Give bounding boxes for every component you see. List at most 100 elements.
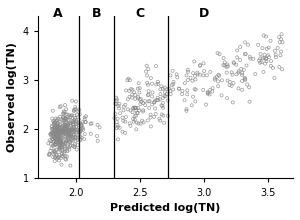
Point [195, 73, 200, 76]
Point [74, 130, 79, 134]
Point [63, 154, 68, 158]
Point [202, 69, 207, 73]
Point [58, 139, 62, 143]
Point [57, 140, 62, 143]
Point [117, 102, 122, 106]
Point [258, 61, 262, 64]
Point [56, 126, 61, 129]
Point [114, 96, 118, 99]
Point [52, 149, 57, 152]
Point [139, 100, 144, 104]
Point [264, 57, 268, 61]
Point [216, 80, 220, 83]
Point [253, 72, 258, 76]
Point [71, 129, 76, 132]
Point [64, 126, 68, 129]
Point [188, 76, 193, 79]
Point [46, 142, 51, 145]
Point [61, 155, 66, 158]
Point [55, 135, 59, 138]
Point [159, 84, 164, 88]
Point [190, 79, 195, 82]
Point [64, 131, 69, 134]
Point [62, 123, 67, 127]
Point [56, 137, 61, 141]
Point [153, 107, 158, 110]
Point [75, 135, 80, 138]
Point [89, 122, 94, 125]
Point [72, 119, 76, 122]
Point [60, 152, 64, 155]
Point [268, 39, 273, 43]
Point [69, 137, 74, 140]
Point [201, 88, 206, 92]
Point [240, 72, 244, 75]
Point [71, 128, 76, 131]
Point [226, 64, 230, 68]
Point [73, 107, 78, 111]
Point [143, 103, 148, 107]
Point [60, 133, 65, 137]
Point [63, 141, 68, 145]
Point [182, 81, 187, 85]
Point [62, 126, 67, 130]
Point [67, 134, 72, 137]
Point [144, 70, 148, 73]
Point [54, 119, 59, 123]
Point [66, 126, 71, 129]
Point [150, 82, 154, 85]
Point [61, 124, 66, 127]
Point [64, 139, 69, 142]
Point [157, 117, 162, 120]
Point [49, 132, 53, 135]
Point [53, 136, 58, 140]
Point [230, 73, 235, 76]
Point [58, 126, 63, 129]
Point [66, 129, 70, 133]
Point [147, 106, 152, 110]
Point [55, 137, 60, 141]
Point [131, 106, 136, 110]
Point [120, 130, 125, 134]
Point [116, 104, 121, 108]
Point [58, 134, 63, 137]
Point [54, 133, 58, 137]
Point [128, 109, 133, 112]
Point [54, 126, 59, 130]
Point [175, 76, 180, 79]
Point [61, 112, 65, 115]
Point [192, 87, 197, 91]
Point [154, 83, 159, 86]
Point [59, 148, 64, 151]
Point [60, 125, 64, 128]
Point [258, 52, 263, 56]
Point [243, 41, 248, 44]
Point [145, 74, 149, 77]
Point [82, 137, 87, 141]
Point [53, 132, 58, 136]
Point [54, 140, 59, 144]
Point [158, 119, 163, 122]
Point [168, 89, 173, 93]
Point [156, 82, 161, 86]
Point [115, 117, 120, 120]
Point [68, 121, 73, 125]
Point [208, 88, 213, 92]
Point [243, 78, 248, 82]
Point [238, 58, 242, 62]
Point [55, 125, 60, 128]
Point [268, 59, 273, 63]
Point [70, 127, 75, 131]
Point [225, 96, 230, 100]
Point [64, 155, 69, 158]
Point [51, 129, 56, 132]
Point [53, 126, 58, 129]
Point [141, 121, 146, 124]
Point [75, 113, 80, 116]
Point [153, 112, 158, 116]
Point [52, 160, 57, 163]
Point [54, 140, 58, 143]
Point [62, 119, 67, 123]
Point [125, 98, 130, 101]
Point [54, 153, 59, 156]
